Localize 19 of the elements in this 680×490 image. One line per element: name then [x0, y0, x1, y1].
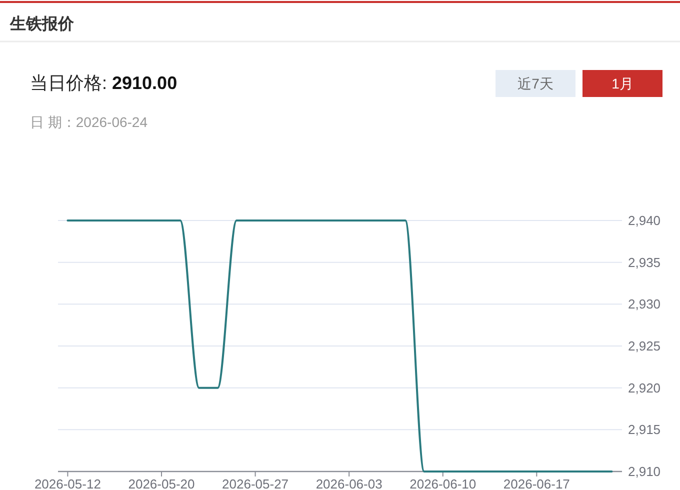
x-tick-label: 2026-05-12 — [34, 476, 101, 490]
x-tick-label: 2026-05-20 — [128, 476, 195, 490]
text: 日 期：2026-06-24 — [30, 114, 148, 130]
x-tick-label: 2026-06-10 — [410, 476, 476, 490]
y-tick-label: 2,910 — [628, 464, 661, 479]
chart-title: 生铁报价 — [9, 15, 75, 33]
y-tick-label: 2,920 — [628, 380, 661, 396]
x-tick-label: 2026-06-17 — [503, 476, 570, 490]
button: 1月 — [582, 70, 662, 97]
y-tick-label: 2,935 — [628, 254, 661, 270]
y-tick-label: 2,915 — [628, 422, 661, 438]
text: 当日价格: — [30, 73, 108, 93]
x-tick-label: 2026-05-27 — [222, 476, 289, 490]
text: 2910.00 — [112, 73, 178, 93]
button: 近7天 — [496, 70, 576, 97]
x-tick-label: 2026-06-03 — [316, 476, 382, 490]
y-tick-label: 2,930 — [628, 296, 661, 312]
y-tick-label: 2,925 — [628, 338, 661, 354]
y-tick-label: 2,940 — [628, 213, 661, 228]
